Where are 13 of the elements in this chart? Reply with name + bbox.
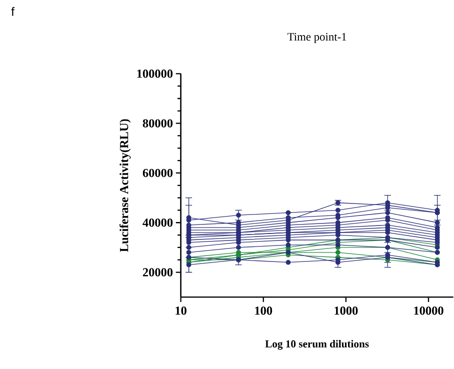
y-axis-title: Luciferase Activity(RLU) [119, 119, 131, 252]
x-tick-label: 100 [255, 306, 272, 315]
y-tick-label: 60000 [142, 168, 173, 178]
x-axis-title: Log 10 serum dilutions [265, 340, 369, 350]
y-tick-label: 80000 [142, 119, 173, 128]
x-tick-label: 10000 [414, 306, 444, 315]
chart-title: Time point-1 [288, 32, 346, 43]
y-tick-label: 40000 [142, 218, 173, 227]
text: f [11, 6, 14, 16]
x-tick-label: 10 [176, 306, 186, 315]
y-tick-label: 100000 [137, 69, 173, 78]
x-tick-label: 1000 [334, 306, 358, 315]
y-tick-label: 20000 [142, 268, 173, 276]
